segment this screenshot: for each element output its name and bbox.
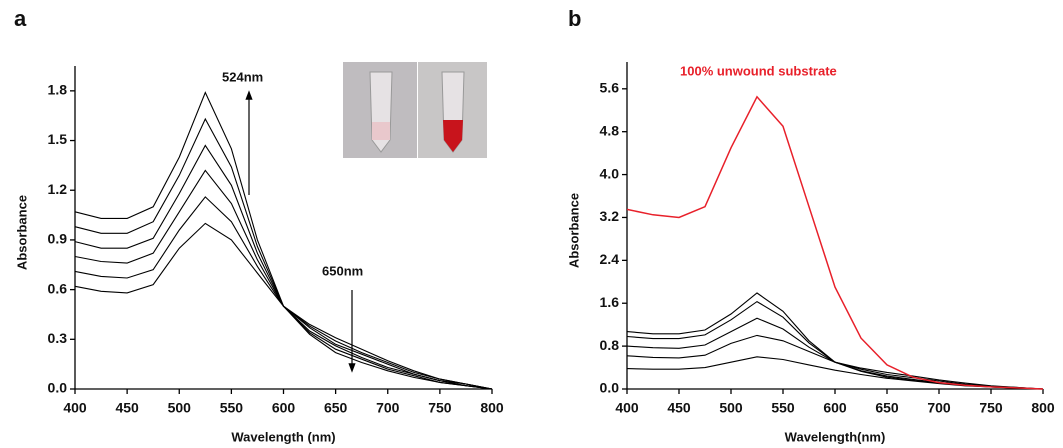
x-tick-label: 550 bbox=[771, 400, 795, 416]
curve bbox=[626, 300, 1044, 390]
x-tick-label: 750 bbox=[979, 400, 1003, 416]
y-axis-label: Absorbance bbox=[566, 193, 581, 268]
curve bbox=[74, 196, 493, 390]
inset-photo bbox=[343, 62, 487, 158]
x-tick-label: 800 bbox=[480, 400, 504, 416]
y-tick-label: 0.6 bbox=[48, 280, 68, 296]
x-axis-label: Wavelength (nm) bbox=[231, 429, 335, 444]
x-tick-label: 650 bbox=[324, 400, 348, 416]
x-tick-label: 550 bbox=[220, 400, 244, 416]
x-tick-label: 650 bbox=[875, 400, 899, 416]
panel-label: b bbox=[568, 6, 581, 31]
y-tick-label: 1.2 bbox=[48, 181, 68, 197]
x-tick-label: 400 bbox=[615, 400, 639, 416]
y-tick-label: 1.6 bbox=[600, 294, 620, 310]
y-tick-label: 5.6 bbox=[600, 80, 620, 96]
y-tick-label: 3.2 bbox=[600, 208, 620, 224]
x-tick-label: 400 bbox=[63, 400, 87, 416]
y-tick-label: 1.5 bbox=[48, 131, 68, 147]
curve bbox=[626, 95, 1044, 390]
annotation: 100% unwound substrate bbox=[680, 63, 837, 78]
x-tick-label: 500 bbox=[168, 400, 192, 416]
y-tick-label: 1.8 bbox=[48, 82, 68, 98]
x-tick-label: 600 bbox=[272, 400, 296, 416]
curve bbox=[74, 144, 493, 390]
y-tick-label: 0.0 bbox=[600, 380, 620, 396]
y-tick-label: 4.0 bbox=[600, 165, 620, 181]
curve bbox=[626, 292, 1044, 390]
y-tick-label: 0.0 bbox=[48, 380, 68, 396]
annotation: 524nm bbox=[222, 69, 263, 84]
x-axis-label: Wavelength(nm) bbox=[785, 429, 886, 444]
curve bbox=[626, 317, 1044, 390]
curve bbox=[74, 169, 493, 390]
y-tick-label: 4.8 bbox=[600, 122, 620, 138]
curve bbox=[74, 117, 493, 390]
y-tick-label: 2.4 bbox=[600, 251, 620, 267]
y-axis-label: Absorbance bbox=[14, 195, 29, 270]
x-tick-label: 500 bbox=[719, 400, 743, 416]
annotation: 650nm bbox=[322, 263, 363, 278]
y-tick-label: 0.8 bbox=[600, 337, 620, 353]
x-tick-label: 700 bbox=[376, 400, 400, 416]
x-tick-label: 450 bbox=[115, 400, 139, 416]
y-tick-label: 0.9 bbox=[48, 231, 68, 247]
y-tick-label: 0.3 bbox=[48, 330, 68, 346]
x-tick-label: 600 bbox=[823, 400, 847, 416]
curve bbox=[74, 91, 493, 390]
x-tick-label: 450 bbox=[667, 400, 691, 416]
x-tick-label: 700 bbox=[927, 400, 951, 416]
panel-label: a bbox=[14, 6, 27, 31]
x-tick-label: 750 bbox=[428, 400, 452, 416]
x-tick-label: 800 bbox=[1031, 400, 1055, 416]
